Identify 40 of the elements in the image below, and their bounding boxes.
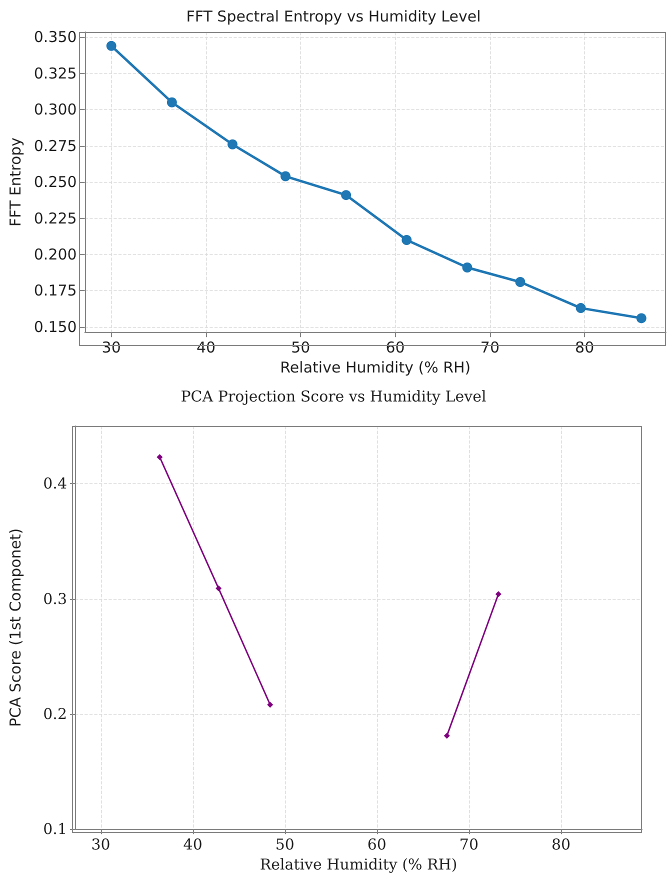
x-tick-label: 80 (551, 836, 571, 854)
x-axis-title: Relative Humidity (% RH) (260, 856, 458, 874)
y-tick-label: 0.4 (43, 474, 67, 493)
x-tick-label: 60 (367, 836, 386, 854)
point (462, 262, 472, 272)
y-tick-label: 0.150 (34, 318, 77, 336)
point (515, 276, 526, 287)
x-tick-label: 70 (459, 836, 478, 854)
point (106, 40, 116, 51)
x-tick-label: 50 (275, 836, 294, 854)
y-tick-label: 0.350 (34, 28, 77, 46)
point (228, 139, 238, 150)
point (216, 585, 222, 592)
point (156, 454, 163, 460)
y-tick-label: 0.175 (34, 282, 77, 300)
point (444, 732, 450, 739)
y-tick-label: 0.300 (34, 100, 77, 119)
x-tick-label: 30 (91, 836, 110, 854)
point (267, 702, 274, 708)
y-tick-label: 0.225 (34, 209, 77, 228)
y-axis-title: FFT Entropy (6, 137, 24, 227)
y-tick-label: 0.3 (43, 590, 67, 608)
point (495, 591, 502, 598)
y-tick-label: 0.1 (43, 820, 67, 838)
y-tick-label: 0.275 (34, 136, 77, 155)
point (280, 171, 290, 182)
x-axis-title: Relative Humidity (% RH) (280, 358, 471, 376)
point (576, 303, 586, 314)
y-tick-label: 0.325 (34, 64, 77, 82)
point (166, 97, 177, 108)
x-tick-label: 40 (183, 836, 202, 854)
point (636, 313, 646, 324)
y-axis-title: PCA Score (1st Componet) (6, 528, 24, 727)
point (402, 234, 412, 245)
y-tick-label: 0.200 (34, 245, 77, 264)
y-tick-label: 0.250 (34, 173, 77, 192)
y-tick-label: 0.2 (43, 704, 67, 723)
chart-title: FFT Spectral Entropy vs Humidity Level (186, 8, 481, 26)
chart-title: PCA Projection Score vs Humidity Level (180, 388, 486, 406)
point (341, 190, 352, 200)
